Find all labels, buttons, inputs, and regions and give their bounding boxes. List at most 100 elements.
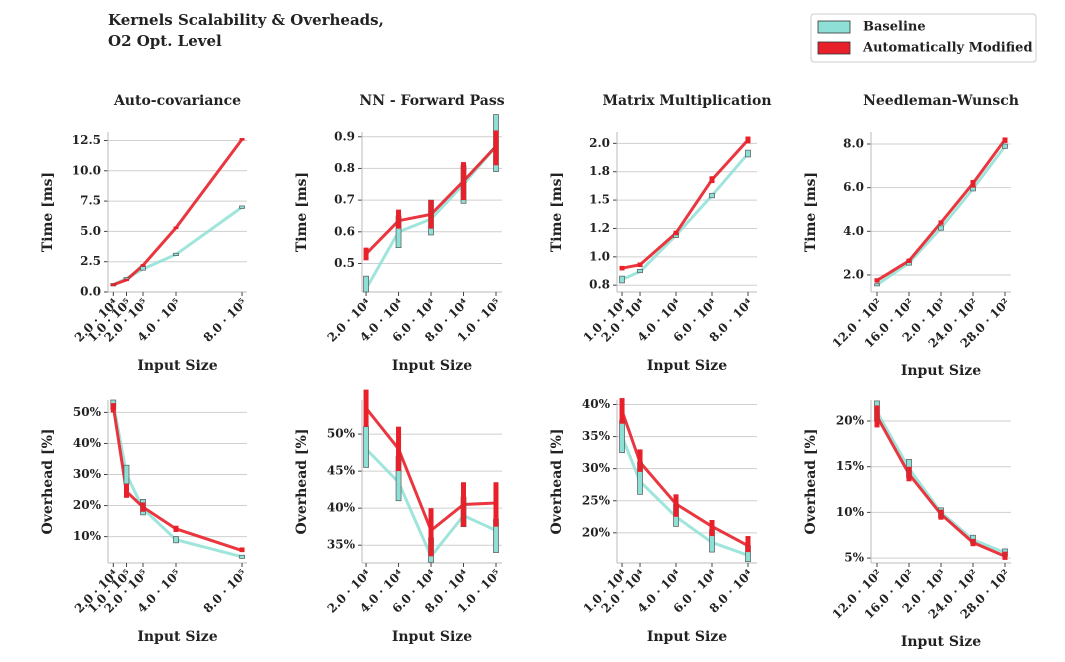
y-tick-label: 20% [582, 525, 611, 539]
box [906, 466, 912, 482]
box [239, 205, 245, 209]
box [619, 398, 625, 424]
box [461, 162, 467, 201]
y-tick-label: 7.5 [80, 194, 101, 208]
y-tick-label: 30% [73, 467, 102, 481]
box [493, 130, 499, 166]
y-axis-label: Time [ms] [294, 172, 310, 252]
box [1002, 143, 1008, 149]
box [396, 426, 402, 472]
box [363, 389, 369, 427]
box [1002, 551, 1008, 560]
box [709, 176, 715, 184]
x-axis-label: Input Size [901, 634, 981, 650]
y-axis-label: Overhead [%] [549, 429, 565, 535]
y-tick-label: 6.0 [843, 180, 864, 194]
box [123, 483, 129, 498]
box [745, 149, 751, 158]
y-tick-label: 5% [844, 551, 864, 565]
y-tick-label: 0.5 [334, 256, 355, 270]
box [637, 268, 643, 274]
x-axis-label: Input Size [647, 358, 727, 374]
y-tick-label: 50% [327, 427, 356, 441]
subplot-title: Needleman-Wunsch [863, 93, 1019, 109]
x-axis-label: Input Size [901, 363, 981, 379]
box [173, 536, 179, 544]
y-tick-label: 0.9 [334, 129, 355, 143]
series-line [621, 152, 750, 281]
box [173, 226, 179, 229]
y-tick-label: 40% [73, 436, 102, 450]
x-axis-label: Input Size [137, 629, 217, 645]
series-line [621, 138, 750, 270]
box [173, 525, 179, 532]
legend-swatch [817, 20, 851, 34]
y-tick-label: 12.5 [72, 133, 101, 147]
y-tick-label: 8.0 [843, 137, 864, 151]
box [110, 283, 116, 286]
box [673, 494, 679, 517]
box [637, 449, 643, 472]
box [938, 509, 944, 520]
box [123, 278, 129, 282]
figure-title: Kernels Scalability & Overheads, [108, 11, 384, 29]
y-axis-label: Overhead [%] [294, 429, 310, 535]
box [619, 275, 625, 284]
y-tick-label: 30% [582, 461, 611, 475]
y-tick-label: 35% [582, 429, 611, 443]
box [938, 220, 944, 225]
box [461, 482, 467, 527]
y-tick-label: 1.0 [589, 249, 610, 263]
box [110, 403, 116, 413]
legend-box [810, 13, 1037, 63]
subplot-title: Auto-covariance [113, 93, 241, 109]
box [363, 426, 369, 468]
series-line [111, 402, 243, 559]
box [396, 209, 402, 229]
y-axis-label: Overhead [%] [803, 429, 819, 535]
y-tick-label: 20% [836, 414, 865, 428]
y-tick-label: 10% [73, 529, 102, 543]
legend-label: Automatically Modified [862, 41, 1033, 56]
y-tick-label: 2.0 [843, 267, 864, 281]
box [140, 266, 146, 271]
y-tick-label: 15% [836, 459, 865, 473]
figure-title: O2 Opt. Level [108, 32, 222, 50]
y-tick-label: 0.7 [334, 193, 355, 207]
y-tick-label: 50% [73, 405, 102, 419]
box [239, 554, 245, 559]
box [239, 138, 245, 141]
series-line [875, 411, 1006, 554]
series-line [875, 415, 1006, 558]
box [970, 538, 976, 547]
y-tick-label: 4.0 [843, 224, 864, 238]
subplot-title: NN - Forward Pass [359, 93, 504, 109]
y-tick-label: 5.0 [80, 224, 101, 238]
y-tick-label: 35% [327, 538, 356, 552]
box [970, 180, 976, 188]
box [123, 464, 130, 485]
box [874, 283, 880, 287]
box [673, 230, 679, 236]
box [745, 536, 751, 553]
y-tick-label: 10% [836, 505, 865, 519]
box [493, 482, 499, 527]
y-tick-label: 1.8 [589, 164, 610, 178]
box [709, 192, 715, 199]
x-tick-label: 8.0 · 10⁵ [201, 567, 250, 616]
box [619, 420, 625, 453]
x-axis-label: Input Size [392, 358, 472, 374]
box [906, 258, 912, 263]
y-tick-label: 40% [582, 397, 611, 411]
box [173, 252, 179, 256]
y-tick-label: 1.5 [589, 193, 610, 207]
box [874, 405, 880, 428]
y-tick-label: 1.2 [589, 221, 610, 235]
box [637, 262, 643, 268]
box [428, 508, 434, 557]
y-axis-label: Time [ms] [40, 172, 56, 252]
box [140, 264, 146, 267]
y-tick-label: 2.5 [80, 254, 101, 268]
y-tick-label: 20% [73, 498, 102, 512]
